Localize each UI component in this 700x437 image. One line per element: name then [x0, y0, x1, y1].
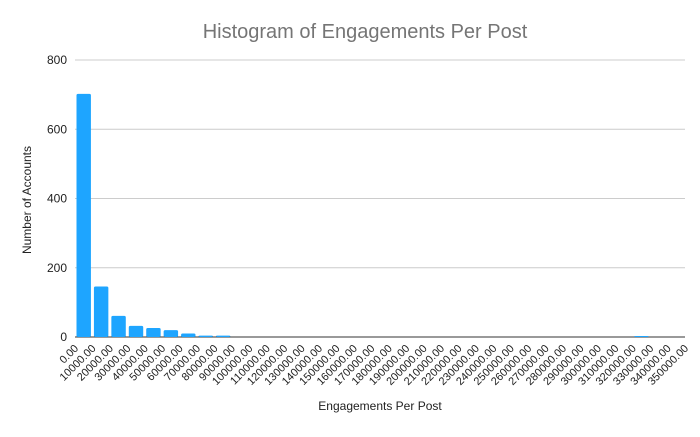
histogram-bar [163, 330, 179, 337]
x-axis-label: Engagements Per Post [318, 399, 442, 413]
histogram-bar [146, 327, 161, 337]
y-tick-label: 800 [47, 53, 67, 67]
histogram-bar [198, 335, 213, 337]
y-tick-label: 0 [60, 330, 67, 344]
y-tick-label: 400 [47, 192, 67, 206]
y-axis-label: Number of Accounts [20, 146, 34, 254]
histogram-bar [181, 333, 196, 337]
histogram-bar [634, 335, 649, 337]
y-tick-label: 600 [47, 122, 67, 136]
chart-title: Histogram of Engagements Per Post [203, 21, 528, 43]
histogram-bar [111, 315, 126, 337]
histogram-bar [215, 335, 231, 337]
histogram-bar [128, 325, 144, 337]
y-tick-label: 200 [47, 261, 67, 275]
histogram-bar [76, 93, 91, 338]
histogram-bar [93, 286, 109, 337]
